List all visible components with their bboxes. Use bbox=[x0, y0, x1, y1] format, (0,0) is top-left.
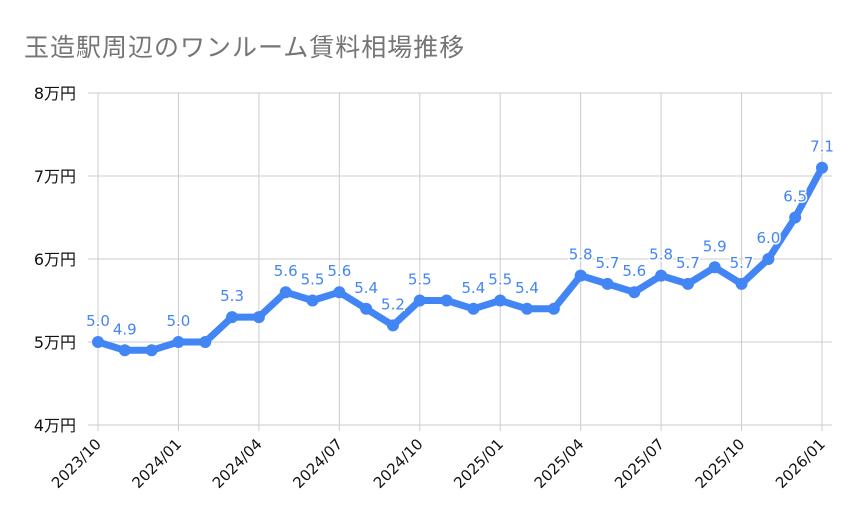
data-label: 5.8 bbox=[649, 246, 673, 264]
data-label: 5.7 bbox=[596, 254, 620, 272]
chart-title: 玉造駅周辺のワンルーム賃料相場推移 bbox=[24, 33, 466, 62]
data-label: 5.4 bbox=[461, 279, 485, 297]
data-label: 5.0 bbox=[167, 312, 191, 330]
data-point bbox=[440, 294, 453, 307]
data-label: 5.5 bbox=[408, 271, 432, 289]
data-label: 5.5 bbox=[488, 271, 512, 289]
data-point bbox=[574, 269, 587, 282]
x-axis: 2023/10 2024/01 2024/04 2024/07 2024/10 2025/… bbox=[48, 435, 829, 492]
data-point bbox=[413, 294, 426, 307]
x-tick-label: 2024/07 bbox=[289, 435, 346, 492]
data-label: 5.6 bbox=[327, 262, 351, 280]
x-tick-label: 2025/10 bbox=[692, 435, 749, 492]
data-label: 5.6 bbox=[274, 262, 298, 280]
data-label: 6.0 bbox=[756, 229, 780, 247]
data-point bbox=[655, 269, 668, 282]
y-tick-label: 5万円 bbox=[34, 333, 76, 352]
data-point bbox=[386, 319, 399, 332]
data-point bbox=[467, 302, 480, 315]
data-point bbox=[333, 286, 346, 299]
data-label: 5.5 bbox=[301, 271, 325, 289]
data-point bbox=[118, 344, 131, 357]
data-point bbox=[92, 336, 104, 348]
data-label: 5.2 bbox=[381, 295, 405, 313]
data-point bbox=[789, 211, 802, 224]
data-point bbox=[199, 336, 212, 348]
data-label: 5.3 bbox=[220, 287, 244, 305]
data-point bbox=[762, 253, 775, 265]
data-label: 5.8 bbox=[569, 246, 593, 264]
data-series bbox=[92, 161, 828, 357]
data-point bbox=[547, 302, 560, 315]
x-tick-label: 2026/01 bbox=[772, 435, 829, 492]
data-label: 4.9 bbox=[113, 320, 137, 338]
grid-lines bbox=[88, 92, 832, 431]
x-tick-label: 2024/01 bbox=[128, 435, 185, 492]
data-point bbox=[494, 294, 507, 307]
data-label: 6.5 bbox=[783, 188, 807, 206]
data-label: 5.9 bbox=[703, 237, 727, 255]
data-point bbox=[735, 277, 748, 290]
data-point bbox=[360, 302, 373, 315]
x-tick-label: 2025/07 bbox=[611, 435, 668, 492]
series-line bbox=[94, 164, 826, 354]
data-label: 5.7 bbox=[676, 254, 700, 272]
data-labels: 5.0 4.9 5.05.35.6 5.5 5.65.45.25.5 5.4 5.5 5.45… bbox=[85, 136, 836, 340]
y-tick-label: 4万円 bbox=[34, 416, 76, 435]
data-point bbox=[226, 311, 239, 324]
x-tick-label: 2024/10 bbox=[370, 435, 427, 492]
data-label: 5.4 bbox=[354, 279, 378, 297]
y-tick-label: 7万円 bbox=[34, 167, 76, 186]
data-point bbox=[521, 302, 534, 315]
x-tick-label: 2025/04 bbox=[531, 435, 588, 492]
data-point bbox=[601, 277, 614, 290]
data-label: 5.7 bbox=[730, 254, 754, 272]
data-point bbox=[252, 311, 265, 324]
y-tick-label: 6万円 bbox=[34, 250, 76, 269]
y-axis: 4万円 5万円 6万円 7万円 8万円 bbox=[34, 84, 76, 435]
data-point bbox=[172, 336, 185, 348]
data-label: 5.0 bbox=[86, 312, 110, 330]
data-label: 5.6 bbox=[622, 262, 646, 280]
data-point bbox=[816, 161, 828, 174]
x-tick-label: 2024/04 bbox=[209, 435, 266, 492]
data-point bbox=[306, 294, 319, 307]
data-label: 5.4 bbox=[515, 279, 539, 297]
x-tick-label: 2025/01 bbox=[450, 435, 507, 492]
data-point bbox=[681, 277, 694, 290]
x-tick-label: 2023/10 bbox=[48, 435, 105, 492]
data-point bbox=[708, 261, 721, 274]
data-point bbox=[628, 286, 641, 299]
data-label: 7.1 bbox=[810, 138, 834, 156]
data-point bbox=[279, 286, 292, 299]
data-point bbox=[145, 344, 158, 357]
y-tick-label: 8万円 bbox=[34, 84, 76, 103]
